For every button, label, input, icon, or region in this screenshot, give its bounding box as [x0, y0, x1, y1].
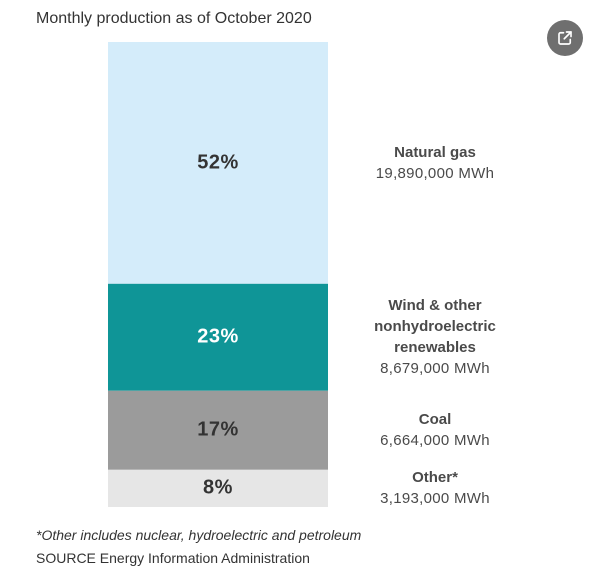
category-name: Wind & other nonhydroelectric renewables [374, 297, 496, 357]
category-name: Natural gas [394, 143, 476, 161]
percent-label: 52% [197, 151, 239, 174]
category-value: 6,664,000 MWh [380, 432, 490, 450]
category-label: Coal 6,664,000 MWh [340, 409, 530, 451]
category-label: Wind & other nonhydroelectric renewables… [340, 295, 530, 379]
category-label: Other* 3,193,000 MWh [340, 467, 530, 509]
footnote: *Other includes nuclear, hydroelectric a… [36, 527, 362, 543]
category-name: Coal [418, 411, 452, 429]
share-button[interactable] [547, 20, 583, 56]
category-label: Natural gas 19,890,000 MWh [340, 142, 530, 184]
percent-label: 17% [197, 418, 239, 441]
source-note: SOURCE Energy Information Administration [36, 550, 310, 566]
category-value: 3,193,000 MWh [380, 490, 490, 508]
percent-label: 23% [197, 325, 239, 348]
chart-title: Monthly production as of October 2020 [36, 10, 312, 27]
category-name: Other* [412, 469, 458, 487]
category-value: 8,679,000 MWh [380, 360, 490, 378]
category-value: 19,890,000 MWh [375, 164, 495, 182]
percent-label: 8% [203, 476, 233, 499]
share-icon [558, 31, 572, 45]
